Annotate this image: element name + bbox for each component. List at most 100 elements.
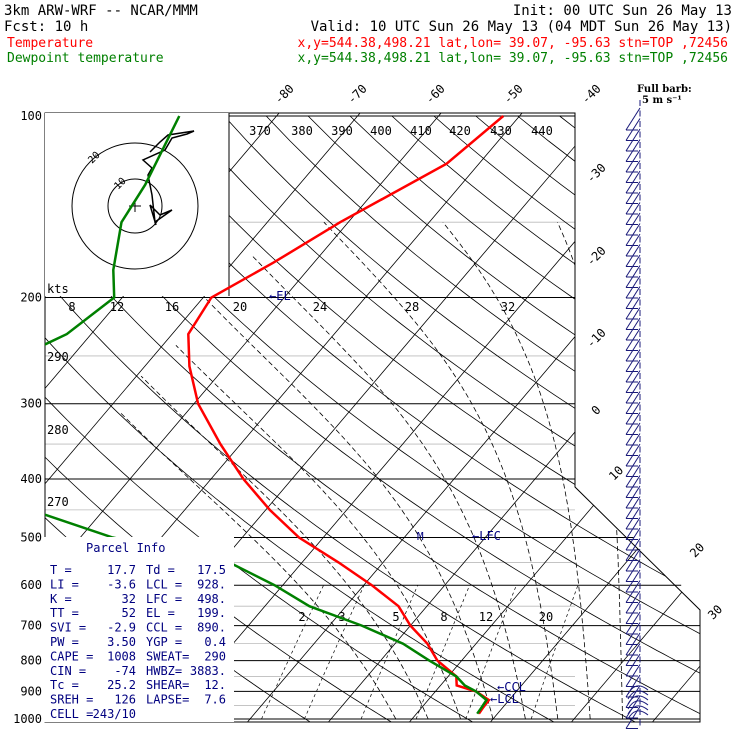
isotherm-line: [401, 103, 740, 732]
temperature-profile: [188, 116, 503, 714]
isotherm-tick-label: -50: [501, 82, 526, 107]
parcel-info-cell: 17.7: [107, 563, 136, 577]
parcel-info-cell: -3.6: [107, 577, 136, 591]
isotherm-line: [239, 103, 740, 732]
parcel-info-cell: 498.: [197, 592, 226, 606]
mixing-ratio-label: 2: [298, 610, 305, 624]
parcel-info-cell: PW =: [50, 635, 79, 649]
isotherm-line: [725, 103, 740, 732]
parcel-info-cell: TT =: [50, 606, 79, 620]
isotherm-tick-label: 0: [589, 403, 604, 418]
isotherm-tick-label: 30: [705, 602, 725, 622]
parcel-info-cell: 17.5: [197, 563, 226, 577]
lcl-label: ←LCL: [490, 692, 519, 706]
isotherm-tick-label: -40: [579, 82, 604, 107]
theta-e-label: 16: [165, 300, 179, 314]
mixing-ratio-line: [304, 585, 364, 719]
parcel-info-cell: K =: [50, 592, 72, 606]
isotherm-line: [482, 103, 740, 732]
parcel-info-cell: 290: [204, 649, 226, 663]
parcel-info-cell: CCL =: [146, 621, 182, 635]
theta-label: 290: [47, 350, 69, 364]
theta-label: 440: [531, 124, 553, 138]
theta-label: 390: [331, 124, 353, 138]
parcel-info-cell: SWEAT=: [146, 649, 189, 663]
isotherm-tick-label: 20: [687, 540, 707, 560]
parcel-info-cell: LFC =: [146, 592, 182, 606]
pressure-tick-label: 600: [20, 578, 42, 592]
parcel-info-cell: Td =: [146, 563, 175, 577]
pressure-tick-label: 200: [20, 291, 42, 305]
theta-label: 410: [410, 124, 432, 138]
mixing-ratio-label: 12: [479, 610, 493, 624]
theta-label: 270: [47, 495, 69, 509]
theta-e-label: 20: [233, 300, 247, 314]
parcel-info-cell: 12.: [204, 678, 226, 692]
moist-adiabat: [251, 255, 525, 719]
mixing-ratio-label: 8: [440, 610, 447, 624]
lfc-label: ←LFC: [472, 529, 501, 543]
full-barb-unit: 5 m s⁻¹: [642, 95, 682, 106]
dry-adiabat: [602, 116, 740, 732]
mixing-ratio-line: [262, 585, 324, 719]
parcel-info-title: Parcel Info: [86, 541, 165, 555]
isotherm-line: [644, 103, 740, 732]
pressure-tick-label: 500: [20, 530, 42, 544]
parcel-info-cell: 25.2: [107, 678, 136, 692]
moist-adiabat: [324, 222, 558, 719]
full-barb-label: Full barb:: [637, 84, 692, 95]
pressure-tick-label: 800: [20, 654, 42, 668]
parcel-info-cell: LAPSE=: [146, 693, 189, 707]
dry-adiabat: [266, 116, 740, 732]
parcel-info-cell: Tc =: [50, 678, 79, 692]
dry-adiabat: [560, 116, 740, 732]
theta-e-label: 24: [313, 300, 327, 314]
mixing-ratio-line: [416, 585, 470, 719]
parcel-info-cell: SHEAR=: [146, 678, 189, 692]
theta-label: 400: [370, 124, 392, 138]
parcel-info-cell: 199.: [197, 606, 226, 620]
parcel-info-panel: Parcel Info T = 17.7 Td = 17.5LI = -3.6 LCL =…: [44, 537, 234, 722]
legend-dewpoint: Dewpoint temperature: [7, 51, 164, 66]
mixing-ratio-label: 20: [539, 610, 553, 624]
parcel-info-cell: -74: [114, 664, 136, 678]
pressure-tick-label: 700: [20, 619, 42, 633]
parcel-info-cell: 890.: [197, 621, 226, 635]
dry-adiabat: [308, 116, 740, 732]
parcel-info-cell: 126: [114, 693, 136, 707]
legend-temperature: Temperature: [7, 36, 93, 51]
parcel-info-cell: CIN =: [50, 664, 86, 678]
theta-label: 420: [449, 124, 471, 138]
isotherm-line: [0, 103, 45, 732]
parcel-info-cell: 928.: [197, 577, 226, 591]
legend-temperature-info: x,y=544.38,498.21 lat,lon= 39.07, -95.63…: [298, 36, 728, 51]
isotherm-tick-label: 10: [606, 463, 626, 483]
parcel-info-cell: 243/10: [93, 707, 136, 721]
dry-adiabat: [392, 116, 740, 732]
parcel-info-cell: HWBZ=: [146, 664, 182, 678]
valid-time: Valid: 10 UTC Sun 26 May 13 (04 MDT Sun …: [311, 19, 732, 35]
theta-e-label: 12: [110, 300, 124, 314]
model-title: 3km ARW-WRF -- NCAR/MMM: [4, 3, 198, 19]
theta-label: 430: [490, 124, 512, 138]
isotherm-line: [563, 103, 740, 732]
pressure-tick-label: 900: [20, 684, 42, 698]
parcel-info-cell: -2.9: [107, 621, 136, 635]
forecast-hour: Fcst: 10 h: [4, 19, 88, 35]
isotherm-line: [158, 103, 693, 732]
parcel-info-cell: CELL =: [50, 707, 93, 721]
dry-adiabat: [644, 116, 740, 732]
isotherm-tick-label: -60: [423, 82, 448, 107]
isotherm-tick-label: -10: [584, 326, 609, 351]
theta-e-label: 32: [501, 300, 515, 314]
parcel-info-cell: 52: [122, 606, 136, 620]
lfc-marker: M: [417, 530, 424, 543]
legend-dewpoint-info: x,y=544.38,498.21 lat,lon= 39.07, -95.63…: [298, 51, 728, 66]
pressure-tick-label: 300: [20, 397, 42, 411]
theta-e-label: 28: [405, 300, 419, 314]
parcel-info-cell: 3883.: [190, 664, 226, 678]
theta-e-label: 8: [68, 300, 75, 314]
parcel-info-cell: T =: [50, 563, 72, 577]
init-time: Init: 00 UTC Sun 26 May 13: [513, 3, 732, 19]
